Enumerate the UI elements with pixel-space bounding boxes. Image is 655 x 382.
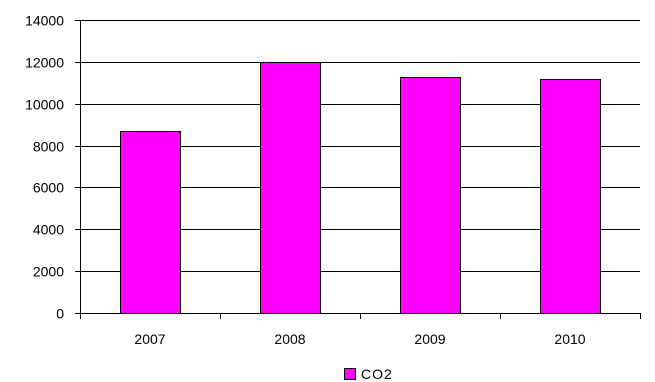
y-tick-label-0: 0 xyxy=(56,306,64,322)
x-tick-label-2008: 2008 xyxy=(274,331,305,347)
legend-label-co2: CO2 xyxy=(361,366,393,382)
y-tick-label-10000: 10000 xyxy=(25,97,64,113)
y-tick-label-4000: 4000 xyxy=(33,222,64,238)
y-tick-label-6000: 6000 xyxy=(33,180,64,196)
bars xyxy=(120,62,601,314)
legend: CO2 xyxy=(344,366,393,382)
y-tick-label-12000: 12000 xyxy=(25,55,64,71)
y-tick-label-14000: 14000 xyxy=(25,13,64,29)
legend-swatch-co2 xyxy=(344,368,356,380)
y-tick-label-2000: 2000 xyxy=(33,264,64,280)
y-tick-labels: 0 2000 4000 6000 8000 10000 12000 14000 xyxy=(25,13,64,322)
bar-2008 xyxy=(260,62,321,314)
x-tick-label-2009: 2009 xyxy=(414,331,445,347)
bar-2007 xyxy=(120,131,181,314)
bar-2009 xyxy=(400,77,461,314)
axes xyxy=(75,20,641,319)
x-tick-label-2010: 2010 xyxy=(554,331,585,347)
bar-2010 xyxy=(540,79,601,314)
x-tick-label-2007: 2007 xyxy=(134,331,165,347)
y-tick-label-8000: 8000 xyxy=(33,139,64,155)
x-tick-labels: 2007 2008 2009 2010 xyxy=(134,331,585,347)
